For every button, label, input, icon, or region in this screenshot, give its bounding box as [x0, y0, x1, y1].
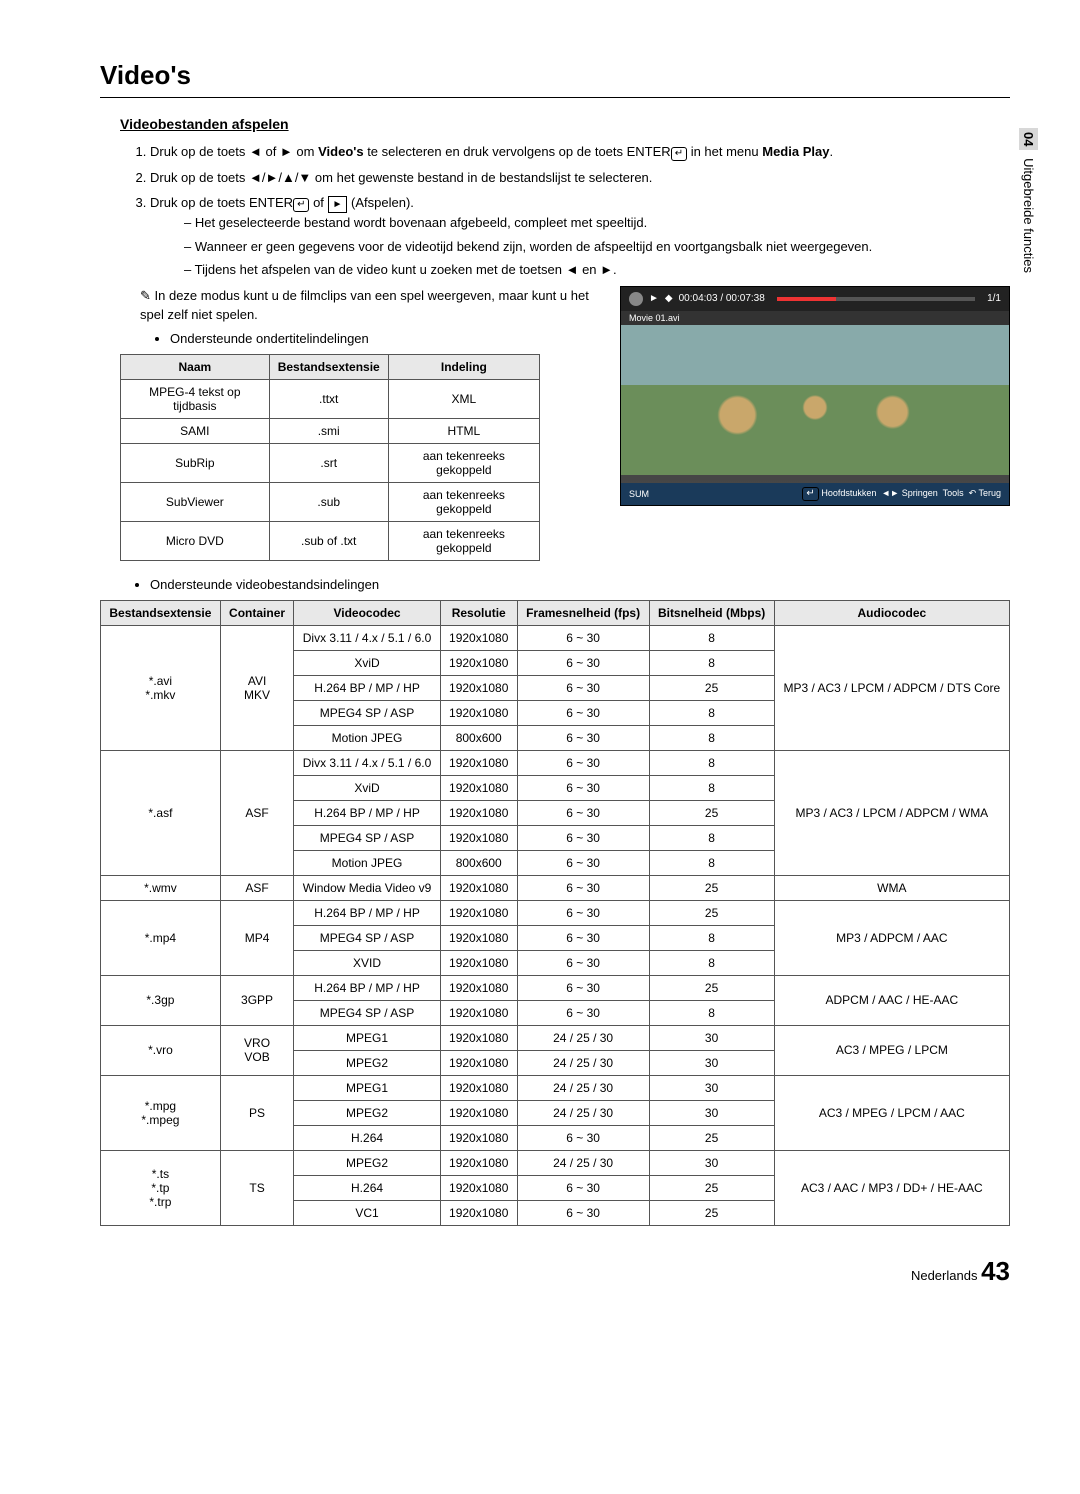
steps-list: Druk op de toets ◄ of ► om Video's te se…: [150, 142, 1010, 280]
table-row: MPEG-4 tekst op tijdbasis.ttxtXML: [121, 379, 540, 418]
play-icon: ►: [649, 293, 659, 304]
table-row: *.asfASFDivx 3.11 / 4.x / 5.1 / 6.01920x…: [101, 750, 1010, 775]
table-row: *.mp4MP4H.264 BP / MP / HP1920x10806 ~ 3…: [101, 900, 1010, 925]
table-header: Bestandsextensie: [269, 354, 388, 379]
table-header: Container: [220, 600, 293, 625]
table-header: Bestandsextensie: [101, 600, 221, 625]
table-header: Videocodec: [294, 600, 440, 625]
sum-label: SUM: [629, 489, 649, 499]
dash-item: Wanneer er geen gegevens voor de videoti…: [184, 237, 1010, 257]
filename-label: Movie 01.avi: [621, 311, 1009, 325]
table-row: *.mpg *.mpegPSMPEG11920x108024 / 25 / 30…: [101, 1075, 1010, 1100]
playback-time: 00:04:03 / 00:07:38: [679, 293, 765, 304]
table-header: Resolutie: [440, 600, 517, 625]
table-row: *.avi *.mkvAVI MKVDivx 3.11 / 4.x / 5.1 …: [101, 625, 1010, 650]
player-icon: [629, 292, 643, 306]
side-tab: 04 Uitgebreide functies: [1017, 120, 1040, 281]
subtitle-table: NaamBestandsextensieIndeling MPEG-4 teks…: [120, 354, 540, 561]
bullet-subtitle-formats: Ondersteunde ondertitelindelingen: [170, 331, 590, 346]
table-header: Naam: [121, 354, 270, 379]
table-header: Bitsnelheid (Mbps): [649, 600, 774, 625]
step-2: Druk op de toets ◄/►/▲/▼ om het gewenste…: [150, 168, 1010, 188]
section-heading: Videobestanden afspelen: [120, 116, 1010, 132]
step-3: Druk op de toets ENTER↵ of ► (Afspelen).…: [150, 193, 1010, 280]
progress-bar: [777, 297, 975, 301]
table-header: Audiocodec: [774, 600, 1009, 625]
table-row: *.3gp3GPPH.264 BP / MP / HP1920x10806 ~ …: [101, 975, 1010, 1000]
chapter-number: 04: [1019, 128, 1038, 150]
table-header: Framesnelheid (fps): [517, 600, 649, 625]
bottom-controls: ↵ Hoofdstukken ◄► Springen Tools ↶ Terug: [802, 487, 1001, 501]
table-row: *.ts *.tp *.trpTSMPEG21920x108024 / 25 /…: [101, 1150, 1010, 1175]
table-row: *.vroVRO VOBMPEG11920x108024 / 25 / 3030…: [101, 1025, 1010, 1050]
video-frame: [621, 325, 1009, 475]
title-rule: [100, 97, 1010, 98]
step-3-notes: Het geselecteerde bestand wordt bovenaan…: [184, 213, 1010, 280]
bullet-video-formats: Ondersteunde videobestandsindelingen: [150, 577, 1010, 592]
enter-icon: ↵: [293, 198, 309, 212]
video-formats-table: BestandsextensieContainerVideocodecResol…: [100, 600, 1010, 1226]
video-player-screenshot: ► ◆ 00:04:03 / 00:07:38 1/1 Movie 01.avi…: [620, 286, 1010, 506]
page-title: Video's: [100, 60, 1010, 91]
dash-item: Het geselecteerde bestand wordt bovenaan…: [184, 213, 1010, 233]
dash-item: Tijdens het afspelen van de video kunt u…: [184, 260, 1010, 280]
page-indicator: 1/1: [987, 293, 1001, 304]
note-text: In deze modus kunt u de filmclips van ee…: [140, 286, 590, 325]
table-row: Micro DVD.sub of .txtaan tekenreeks geko…: [121, 521, 540, 560]
page-footer: Nederlands 43: [100, 1256, 1010, 1287]
table-row: SAMI.smiHTML: [121, 418, 540, 443]
table-header: Indeling: [388, 354, 539, 379]
step-1: Druk op de toets ◄ of ► om Video's te se…: [150, 142, 1010, 162]
play-icon: ►: [328, 196, 348, 213]
stop-icon: ◆: [665, 293, 673, 304]
table-row: SubRip.srtaan tekenreeks gekoppeld: [121, 443, 540, 482]
chapter-label: Uitgebreide functies: [1021, 158, 1036, 273]
table-row: *.wmvASFWindow Media Video v91920x10806 …: [101, 875, 1010, 900]
enter-icon: ↵: [671, 147, 687, 161]
table-row: SubViewer.subaan tekenreeks gekoppeld: [121, 482, 540, 521]
